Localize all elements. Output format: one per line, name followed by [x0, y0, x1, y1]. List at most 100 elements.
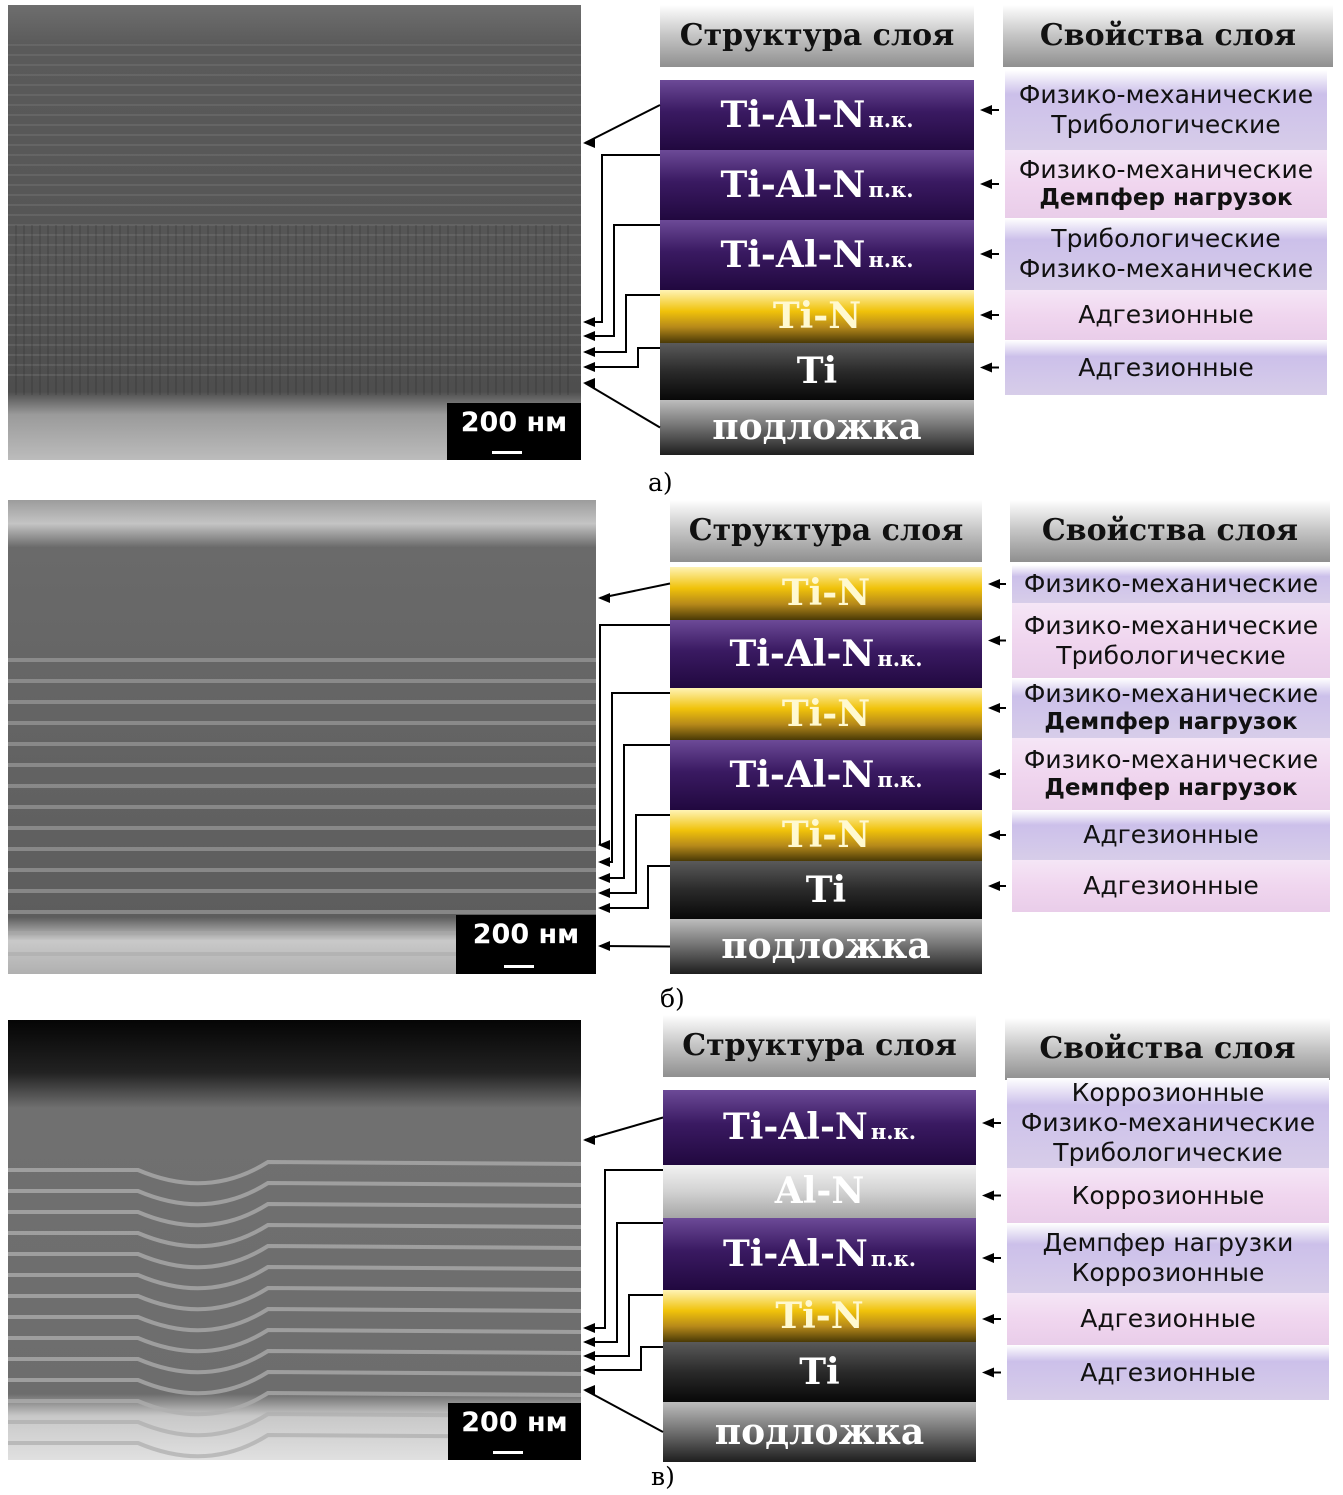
scale-bar-line — [492, 1451, 523, 1454]
sem-micrograph — [8, 5, 581, 460]
connector-line — [599, 624, 670, 845]
structure-header: Структура слоя — [660, 5, 974, 67]
panel-caption: а) — [648, 468, 673, 497]
property-cell: Физико-механические — [1012, 565, 1330, 603]
property-text: Трибологические — [1051, 224, 1281, 253]
layer-name: Ti — [799, 1351, 840, 1393]
property-text: Физико-механические — [1023, 610, 1319, 640]
arrow-head — [583, 378, 595, 388]
property-arrow-head — [980, 179, 992, 189]
connector-line — [584, 1116, 664, 1141]
arrow-head — [598, 903, 610, 913]
arrow-head — [598, 593, 610, 603]
layer-name: Ti — [796, 350, 838, 392]
layer-name: подложка — [712, 406, 922, 448]
layer-name: Al-N — [774, 1170, 865, 1212]
property-text: Адгезионные — [1078, 352, 1254, 382]
connector-line — [585, 1294, 663, 1357]
arrow-head — [583, 1323, 595, 1333]
property-arrow-head — [988, 769, 1000, 779]
property-text: Адгезионные — [1080, 1357, 1256, 1387]
property-arrow-head — [982, 1118, 994, 1128]
property-cell: Физико-механические Демпфер нагрузок — [1012, 678, 1330, 738]
layer-tin: Ti-N — [670, 688, 982, 740]
property-arrow-head — [988, 579, 1000, 589]
arrow-head — [583, 317, 595, 327]
arrow-head — [583, 1351, 595, 1361]
property-cell: Адгезионные — [1007, 1293, 1329, 1345]
arrow-head — [598, 873, 610, 883]
property-text: Адгезионные — [1078, 300, 1254, 329]
sem-stripe — [8, 1222, 581, 1249]
layer-tin: Ti-N — [670, 567, 982, 620]
sem-stripe — [8, 1411, 581, 1438]
connector-line — [585, 1169, 663, 1329]
property-cell: Коррозионные Физико-механические Трибологи… — [1007, 1078, 1329, 1168]
properties-header: Свойства слоя — [1005, 1018, 1330, 1080]
connector-line — [584, 1389, 664, 1433]
sem-stripe — [8, 1369, 581, 1396]
layer-name: Ti-N — [775, 1295, 864, 1337]
sem-stripe — [8, 1432, 581, 1459]
layer-name: Ti-N — [781, 693, 871, 735]
layer-name: Ti-N — [781, 814, 871, 856]
layer-name: Ti-Al-N — [720, 164, 866, 206]
layer-tialn: Ti-Al-N п.к. — [663, 1218, 976, 1290]
property-text: Коррозионные — [1071, 1180, 1265, 1210]
sem-stripe — [8, 1390, 581, 1417]
sem-stripe — [8, 1327, 581, 1354]
panel-caption: б) — [660, 984, 685, 1013]
layer-suffix: п.к. — [877, 767, 923, 792]
connector-line — [585, 347, 660, 368]
layer-tin: Ti-N — [663, 1290, 976, 1342]
property-text: Физико-механические — [1020, 1108, 1316, 1137]
property-arrow-head — [982, 1367, 994, 1378]
scale-bar-line — [492, 451, 522, 454]
property-arrow-head — [980, 105, 992, 115]
layer-name: Ti — [805, 869, 847, 911]
connector-line — [600, 814, 670, 894]
connector-line — [599, 945, 671, 948]
property-arrow-head — [988, 830, 1000, 840]
layer-name: Ti-Al-N — [720, 234, 866, 276]
connector-line — [584, 382, 661, 429]
property-cell: Адгезионные — [1005, 290, 1327, 340]
arrow-head — [583, 1135, 595, 1145]
scale-bar: 200 нм — [447, 403, 581, 460]
property-arrow-head — [982, 1314, 994, 1324]
arrow-head — [598, 888, 610, 898]
property-arrow-head — [982, 1190, 994, 1201]
arrow-head — [583, 331, 595, 341]
property-cell: Адгезионные — [1005, 340, 1327, 395]
layer-suffix: н.к. — [877, 646, 923, 671]
layer-name: Ti-N — [781, 572, 871, 614]
connector-line — [600, 744, 670, 879]
property-text: Демпфер нагрузки — [1042, 1228, 1294, 1257]
layer-ti: Ti — [670, 861, 982, 919]
scale-bar-label: 200 нм — [461, 1407, 568, 1438]
property-text: Трибологические — [1053, 1138, 1283, 1167]
layer-tialn: Ti-Al-N н.к. — [663, 1090, 976, 1165]
sem-stripe — [8, 1264, 581, 1291]
sem-stripe — [8, 1285, 581, 1312]
layer-name: Ti-N — [772, 295, 862, 337]
arrow-head — [598, 941, 610, 951]
sem-stripe — [8, 1306, 581, 1333]
property-arrow-head — [980, 310, 992, 320]
property-cell: Физико-механические Демпфер нагрузок — [1012, 738, 1330, 810]
property-text: Физико-механические — [1023, 745, 1319, 775]
property-text: Адгезионные — [1080, 1304, 1256, 1333]
scale-bar: 200 нм — [448, 1403, 581, 1460]
layer-name: Ti-Al-N — [729, 754, 875, 796]
property-cell: Адгезионные — [1012, 860, 1330, 912]
arrow-head — [583, 1365, 595, 1375]
structure-header: Структура слоя — [670, 500, 982, 562]
layer-name: Ti-Al-N — [729, 633, 875, 675]
layer-suffix: н.к. — [868, 247, 914, 272]
sem-stripe — [8, 1243, 581, 1270]
layer-name: подложка — [714, 1411, 925, 1453]
property-text: Физико-механические — [1023, 679, 1319, 709]
arrow-head — [583, 1385, 595, 1395]
